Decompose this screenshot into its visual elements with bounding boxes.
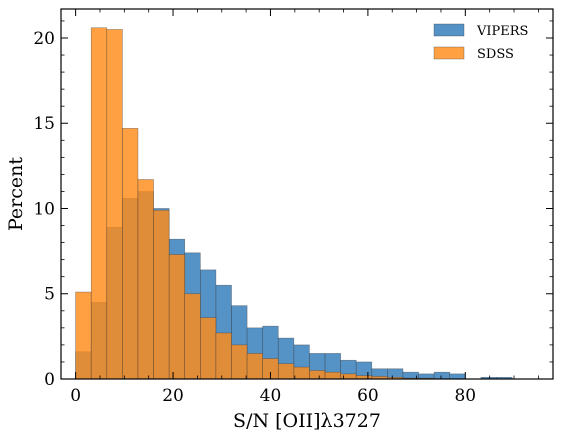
sdss-bar-0 [75, 291, 92, 380]
sdss-bar-13 [277, 363, 295, 380]
sdss-bar-4 [137, 179, 154, 380]
vipers-bar-23 [433, 371, 451, 380]
x-tick-labels: 0 20 40 60 80 [70, 386, 476, 406]
x-axis-label: S/N [OII]λ3727 [233, 410, 381, 432]
x-tick-label: 0 [70, 386, 81, 406]
x-tick-label: 40 [260, 386, 282, 406]
sdss-bar-15 [309, 370, 326, 380]
sdss-bar-11 [246, 353, 263, 380]
plot-frame [60, 8, 554, 380]
y-axis-label: Percent [5, 157, 27, 231]
sdss-bar-14 [293, 366, 310, 380]
y-tick-labels: 0 5 10 15 20 [33, 29, 55, 390]
sdss-bar-5 [153, 209, 170, 380]
sdss-bar-16 [324, 371, 341, 380]
sdss-bar-7 [184, 293, 201, 380]
y-tick-label: 5 [44, 285, 55, 305]
x-tick-label: 60 [357, 386, 379, 406]
x-tick-label: 80 [454, 386, 476, 406]
sdss-bar-9 [215, 332, 232, 380]
vipers-bar-24 [449, 373, 466, 380]
sdss-bar-2 [106, 29, 123, 380]
sdss-bar-10 [231, 344, 248, 380]
y-tick-label: 15 [33, 114, 55, 134]
sdss-bar-3 [122, 128, 139, 380]
y-tick-label: 10 [33, 199, 55, 219]
axis-ticks [61, 9, 553, 380]
y-tick-label: 20 [33, 29, 55, 49]
x-tick-label: 20 [162, 386, 184, 406]
legend: VIPERS SDSS [433, 23, 528, 62]
legend-swatch-sdss [433, 46, 465, 60]
y-tick-label: 0 [44, 370, 55, 390]
sdss-bar-1 [90, 27, 108, 380]
legend-swatch-vipers [433, 23, 465, 37]
legend-label-sdss: SDSS [477, 47, 514, 62]
sdss-bar-8 [200, 317, 217, 380]
sdss-series [75, 27, 435, 380]
sdss-bar-6 [168, 254, 186, 380]
legend-label-vipers: VIPERS [476, 24, 528, 39]
sdss-bar-17 [340, 373, 357, 380]
